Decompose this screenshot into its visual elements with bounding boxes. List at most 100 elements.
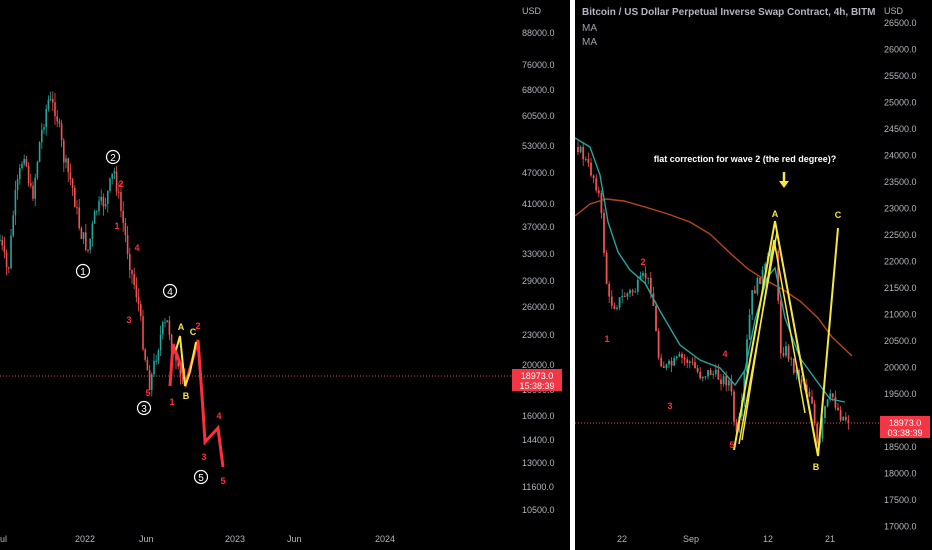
left-candle-body — [67, 158, 69, 173]
left-candle-body — [133, 274, 135, 286]
right-candle-body — [764, 263, 767, 270]
right-candle-body — [787, 346, 790, 360]
left-x-tick-label: Jun — [287, 534, 302, 544]
left-candle-body — [164, 322, 166, 324]
right-candle-body — [603, 212, 605, 253]
right-y-tick-label: 24000.0 — [884, 151, 917, 161]
left-x-axis[interactable]: ul 2022 Jun 2023 Jun 2024 — [0, 534, 395, 544]
left-circled-5-text: 5 — [198, 473, 204, 484]
right-candle-body — [746, 339, 748, 372]
right-candle-body — [826, 399, 829, 407]
right-candle-body — [579, 146, 582, 153]
left-y-tick-label: 11600.0 — [522, 482, 554, 492]
circle-shape — [75, 263, 91, 279]
right-red-label-5: 5 — [729, 440, 734, 450]
left-circled-4-text: 4 — [167, 287, 173, 298]
right-candle-body — [777, 250, 780, 301]
right-y-tick-label: 19500.0 — [884, 389, 917, 399]
right-red-label-2: 2 — [640, 257, 645, 267]
left-candles — [0, 91, 186, 397]
right-candle-body — [834, 397, 837, 408]
left-x-tick-label: 2024 — [375, 534, 395, 544]
right-candle-body — [582, 146, 585, 160]
left-candle-body — [27, 165, 30, 184]
left-candle-body — [155, 360, 157, 362]
right-candle-body — [626, 293, 629, 297]
right-candle-body — [629, 290, 631, 294]
left-y-tick-label: 68000.0 — [522, 85, 555, 95]
left-candle-body — [8, 267, 10, 269]
right-candle-body — [805, 384, 808, 392]
right-candle-body — [673, 358, 676, 366]
right-ma-fast — [574, 137, 846, 403]
right-indicator-ma-1[interactable]: MA — [582, 23, 597, 34]
right-candle-body — [837, 407, 839, 411]
panel-divider[interactable] — [570, 0, 575, 550]
right-candle-body — [761, 269, 764, 284]
left-candle-body — [137, 297, 140, 305]
right-chart-panel[interactable]: Bitcoin / US Dollar Perpetual Inverse Sw… — [574, 6, 930, 544]
right-candle-body — [842, 416, 845, 421]
right-candle-body — [688, 361, 691, 363]
right-red-label-3: 3 — [667, 401, 672, 411]
right-candle-body — [662, 366, 665, 368]
left-candle-body — [124, 223, 127, 236]
left-candle-body — [21, 163, 23, 169]
left-circled-wave-label-5: 5 — [193, 469, 209, 485]
left-candle-body — [142, 316, 144, 350]
left-candle-body — [41, 129, 43, 143]
right-x-axis[interactable]: 22 Sep 12 21 — [617, 534, 835, 544]
left-price-badge: 18973.0 15:38:39 — [512, 369, 562, 391]
right-y-tick-label: 18000.0 — [884, 469, 917, 479]
left-candle-body — [107, 191, 109, 204]
right-candle-body — [657, 331, 660, 358]
right-indicator-ma-2[interactable]: MA — [582, 37, 597, 48]
right-candle-body — [839, 410, 842, 421]
right-red-label-1: 1 — [604, 334, 609, 344]
right-y-axis[interactable]: 26500.0 26000.0 25500.0 25000.0 24500.0 24000… — [884, 18, 917, 532]
left-candle-body — [30, 183, 32, 186]
left-candle-body — [87, 249, 89, 251]
left-candle-body — [5, 252, 8, 268]
circle-shape — [162, 283, 178, 299]
left-red-projection-wave — [168, 339, 225, 468]
left-candle-body — [23, 159, 25, 164]
left-candle-body — [71, 179, 74, 188]
left-candle-body — [47, 99, 50, 109]
arrow-down-icon — [779, 172, 789, 188]
right-candle-body — [753, 290, 756, 294]
left-y-tick-label: 88000.0 — [522, 28, 555, 38]
right-candle-body — [691, 361, 694, 363]
left-candle-body — [168, 320, 171, 335]
right-candle-body — [844, 416, 847, 421]
right-candle-body — [610, 296, 613, 306]
left-y-tick-label: 29000.0 — [522, 276, 555, 286]
left-candle-body — [104, 203, 107, 207]
left-candle-body — [93, 211, 96, 224]
right-candle-body — [694, 362, 696, 369]
right-candle-body — [616, 307, 618, 309]
left-candle-body — [76, 207, 78, 209]
left-y-tick-label: 14400.0 — [522, 435, 555, 445]
right-y-tick-label: 23000.0 — [884, 204, 917, 214]
right-candle-body — [714, 369, 717, 374]
left-candle-body — [45, 108, 47, 128]
right-y-tick-label: 18500.0 — [884, 442, 917, 452]
left-candle-body — [56, 116, 58, 122]
left-candle-body — [109, 178, 111, 192]
left-chart-panel[interactable]: 1 2 3 4 5 2 1 4 3 5 1 2 3 4 5 A B C — [0, 6, 562, 544]
left-circled-wave-label-4: 4 — [162, 283, 178, 299]
right-y-tick-label: 26500.0 — [884, 18, 917, 28]
right-x-tick-label: 21 — [825, 534, 835, 544]
right-candle-body — [621, 295, 624, 298]
right-candle-body — [587, 158, 590, 163]
right-candle-body — [798, 369, 800, 380]
right-candle-body — [829, 393, 832, 400]
left-candle-body — [69, 172, 72, 180]
right-candle-body — [613, 305, 616, 309]
left-y-tick-label: 60500.0 — [522, 111, 555, 121]
right-price-badge-price: 18973.0 — [889, 418, 922, 428]
left-y-tick-label: 10500.0 — [522, 505, 555, 515]
right-candle-body — [847, 420, 850, 424]
